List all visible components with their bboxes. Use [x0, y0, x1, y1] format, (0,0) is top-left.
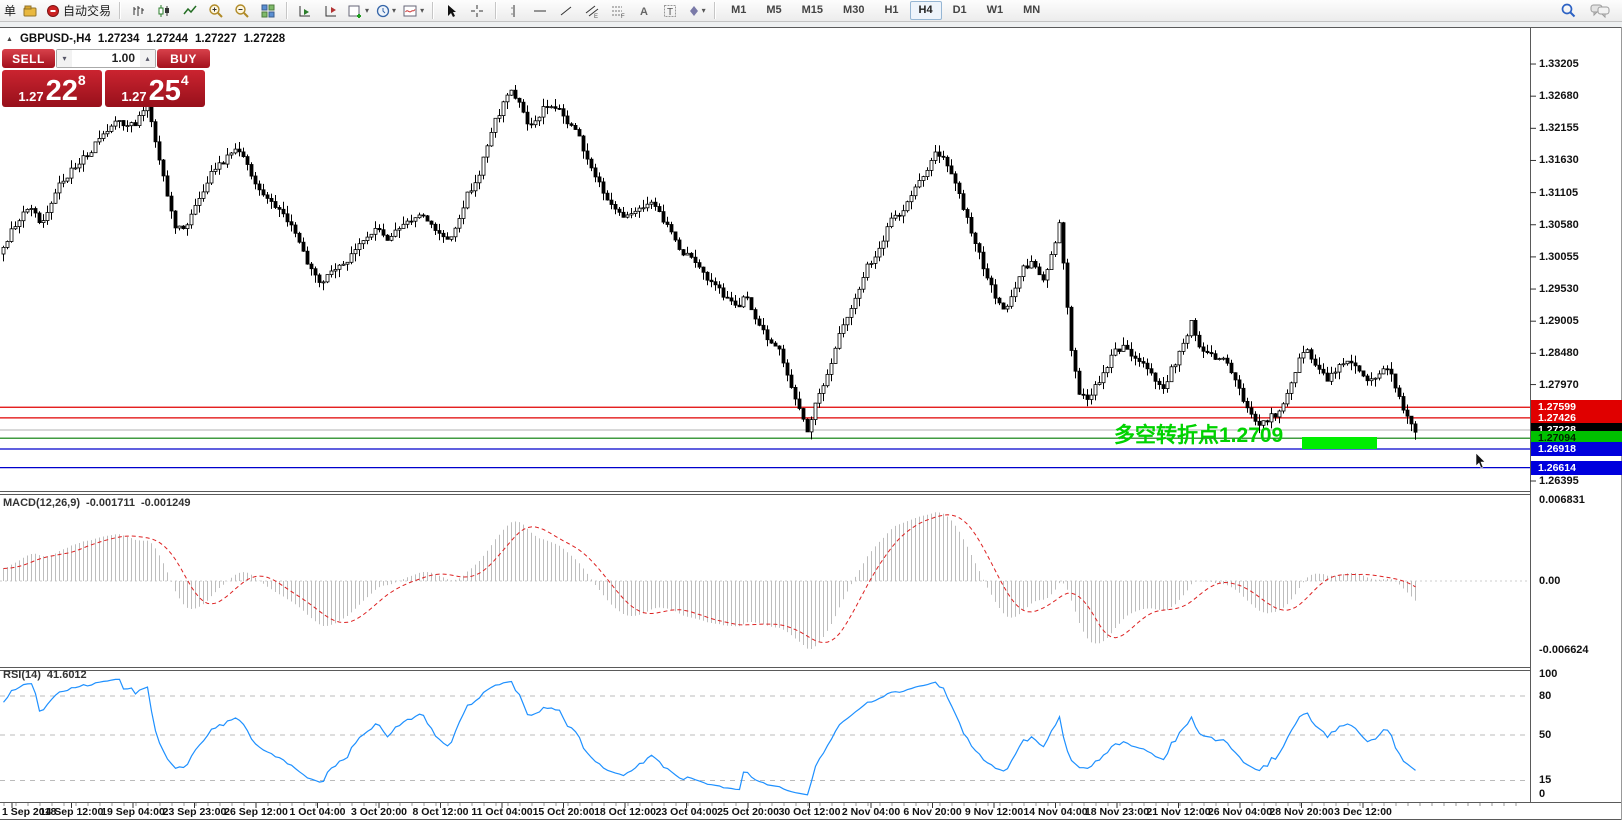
fibonacci-tool-icon[interactable]: F: [606, 1, 630, 21]
tile-windows-icon[interactable]: [256, 1, 280, 21]
chevron-down-icon: ▾: [365, 6, 370, 15]
autotrading-button[interactable]: 自动交易: [44, 1, 113, 21]
timeframe-button-d1[interactable]: D1: [952, 4, 967, 16]
buy-price-button[interactable]: 1.27 25 4: [105, 70, 205, 107]
buy-button[interactable]: BUY: [157, 49, 210, 68]
toolbar-right-group: [1556, 1, 1618, 21]
macd-histogram: [3, 512, 1416, 649]
chevron-down-icon: ▾: [420, 6, 425, 15]
rsi-line: [3, 678, 1416, 796]
volume-increase-button[interactable]: ▴: [140, 50, 155, 67]
zoom-out-icon[interactable]: [230, 1, 254, 21]
chart-shift-icon[interactable]: [319, 1, 343, 21]
toolbar-separator: [286, 2, 288, 19]
order-menu-label[interactable]: 单: [4, 4, 17, 18]
trendline-tool-icon[interactable]: [554, 1, 578, 21]
timeframe-button-m30[interactable]: M30: [843, 4, 865, 16]
chevron-down-icon: ▾: [701, 6, 706, 15]
vertical-line-tool-icon[interactable]: [502, 1, 526, 21]
svg-text:E: E: [594, 14, 598, 19]
svg-text:A: A: [640, 6, 648, 18]
auto-scroll-icon[interactable]: [293, 1, 317, 21]
zoom-in-icon[interactable]: [204, 1, 228, 21]
new-order-icon[interactable]: [18, 1, 42, 21]
search-icon[interactable]: [1556, 1, 1580, 21]
sell-button[interactable]: SELL: [2, 49, 55, 68]
text-label-tool-icon[interactable]: T: [658, 1, 682, 21]
timeframe-button-h4[interactable]: H4: [909, 1, 942, 20]
cursor-tool-icon[interactable]: [439, 1, 463, 21]
autotrading-label: 自动交易: [63, 4, 112, 18]
main-toolbar: 单 自动交易: [0, 0, 1622, 22]
svg-text:T: T: [667, 7, 673, 18]
sell-price-sup: 8: [77, 72, 86, 88]
pivot-annotation-text[interactable]: 多空转折点1.2709: [1114, 424, 1284, 447]
new-chart-dropdown[interactable]: ▾: [345, 1, 371, 21]
horizontal-line-tool-icon[interactable]: [528, 1, 552, 21]
volume-input[interactable]: 1.00: [111, 51, 135, 65]
buy-price-prefix: 1.27: [121, 89, 147, 104]
crosshair-tool-icon[interactable]: [465, 1, 489, 21]
svg-text:F: F: [621, 14, 625, 19]
arrows-tool-dropdown[interactable]: ▾: [684, 1, 708, 21]
timeframe-button-m1[interactable]: M1: [731, 4, 747, 16]
candlestick-mode-icon[interactable]: [152, 1, 176, 21]
timeframe-toolbar: M1 M5 M15 M30 H1 H4 D1 W1 MN: [721, 1, 1050, 20]
toolbar-separator: [432, 2, 434, 19]
timeframe-button-w1[interactable]: W1: [986, 4, 1004, 16]
line-chart-mode-icon[interactable]: [178, 1, 202, 21]
timeframe-button-m15[interactable]: M15: [801, 4, 824, 16]
timeframe-button-m5[interactable]: M5: [766, 4, 782, 16]
periods-dropdown[interactable]: ▾: [373, 1, 398, 21]
bar-chart-mode-icon[interactable]: [126, 1, 150, 21]
annotation-highlight: [1302, 437, 1377, 449]
candles-layer: [1, 85, 1418, 440]
chat-icon[interactable]: [1588, 1, 1612, 21]
timeframe-button-h1[interactable]: H1: [884, 4, 899, 16]
mouse-cursor: [1475, 452, 1486, 469]
timeframe-button-mn[interactable]: MN: [1023, 4, 1041, 16]
templates-dropdown[interactable]: ▾: [400, 1, 426, 21]
toolbar-separator: [495, 2, 497, 19]
toolbar-separator: [714, 2, 716, 19]
buy-price-big: 25: [148, 75, 181, 107]
text-tool-icon[interactable]: A: [632, 1, 656, 21]
equidistant-channel-tool-icon[interactable]: E: [580, 1, 604, 21]
sell-price-prefix: 1.27: [18, 89, 44, 104]
chevron-down-icon: ▾: [392, 6, 397, 15]
sell-price-big: 22: [45, 75, 78, 107]
one-click-trading-panel: SELL ▾ 1.00 ▴ BUY 1.27 22 8 1.27 25 4: [2, 49, 210, 107]
buy-price-sup: 4: [180, 72, 189, 88]
volume-stepper: ▾ 1.00 ▴: [56, 49, 156, 68]
sell-price-button[interactable]: 1.27 22 8: [2, 70, 102, 107]
volume-decrease-button[interactable]: ▾: [57, 50, 72, 67]
toolbar-separator: [119, 2, 121, 19]
